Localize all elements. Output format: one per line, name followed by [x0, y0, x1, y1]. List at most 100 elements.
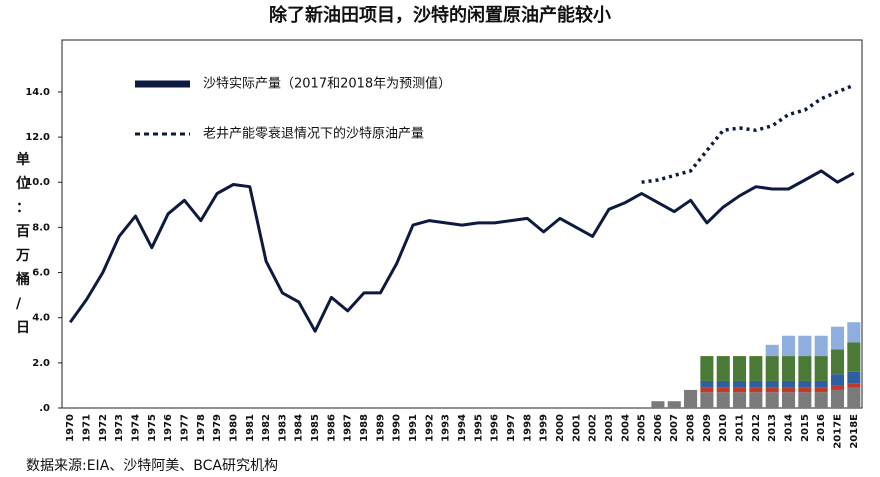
x-tick-label: 2004: [620, 414, 631, 442]
y-tick-label: 14.0: [25, 87, 50, 98]
x-tick-label: 1985: [310, 414, 321, 442]
x-tick-label: 2002: [588, 414, 599, 442]
bar-segment: [847, 383, 861, 388]
x-tick-label: 1970: [65, 414, 76, 442]
x-tick-label: 1980: [228, 414, 239, 442]
x-tick-label: 1984: [294, 414, 305, 442]
x-tick-label: 1996: [490, 414, 501, 442]
x-tick-label: 2013: [767, 414, 778, 442]
x-tick-label: 1993: [441, 414, 452, 442]
bar-segment: [700, 380, 714, 388]
bar-segment: [782, 335, 796, 357]
x-tick-label: 1987: [343, 414, 354, 442]
x-tick-label: 2011: [735, 414, 746, 442]
bar-segment: [667, 401, 681, 408]
bar-segment: [782, 356, 796, 381]
line: [641, 83, 855, 184]
legend-label: 老井产能零衰退情况下的沙特原油产量: [203, 126, 424, 142]
x-tick-label: 1990: [392, 414, 403, 442]
bar-segment: [749, 380, 763, 388]
y-tick-label: 4.0: [32, 313, 50, 324]
bar-segment: [830, 349, 845, 375]
bar-segment: [782, 380, 796, 388]
bar-segment: [716, 392, 730, 408]
bar-segment: [830, 385, 845, 390]
bar-segment: [700, 387, 714, 393]
bar-segment: [765, 356, 779, 381]
x-tick-label: 1986: [326, 414, 337, 442]
x-tick-label: 1999: [539, 414, 550, 442]
bar-segment: [847, 387, 861, 408]
y-axis-label: 单位：百万桶/日: [15, 151, 30, 336]
x-tick-label: 1991: [408, 414, 419, 442]
bar-segment: [814, 387, 828, 393]
bar-segment: [765, 387, 779, 393]
bar-segment: [830, 389, 845, 408]
bar-segment: [749, 392, 763, 408]
y-tick-label: 12.0: [25, 132, 50, 143]
x-tick-label: 1981: [245, 414, 256, 442]
x-tick-label: 1974: [130, 414, 141, 442]
x-tick-label: 1992: [424, 414, 435, 442]
bar-segment: [798, 392, 812, 408]
bar-segment: [700, 392, 714, 408]
bar-segment: [716, 380, 730, 388]
bar-segment: [798, 380, 812, 388]
x-tick-label: 1976: [163, 414, 174, 442]
y-tick-label: .0: [39, 403, 50, 414]
bar-segment: [765, 392, 779, 408]
x-tick-label: 2005: [637, 414, 648, 442]
x-tick-label: 2016: [816, 414, 827, 442]
bar-segment: [782, 392, 796, 408]
bar-segment: [749, 387, 763, 393]
x-tick-label: 1998: [522, 414, 533, 442]
bar-segment: [798, 356, 812, 381]
x-tick-label: 1977: [179, 414, 190, 442]
x-tick-label: 1989: [375, 414, 386, 442]
x-tick-label: 1978: [196, 414, 207, 442]
bar-segment: [798, 387, 812, 393]
x-tick-label: 2012: [751, 414, 762, 442]
x-tick-label: 1995: [473, 414, 484, 442]
bar-segment: [830, 326, 845, 350]
y-tick-label: 2.0: [32, 358, 50, 369]
bar-segment: [798, 335, 812, 357]
y-tick-label: 10.0: [25, 177, 50, 188]
plot-frame: [61, 39, 863, 409]
bar-segment: [733, 380, 747, 388]
x-tick-label: 1982: [261, 414, 272, 442]
bar-segment: [700, 356, 714, 381]
x-tick-label: 1973: [114, 414, 125, 442]
x-tick-label: 2015: [800, 414, 811, 442]
bar-segment: [716, 387, 730, 393]
bar-segment: [830, 374, 845, 386]
x-tick-label: 1994: [457, 414, 468, 442]
bar-segment: [765, 380, 779, 388]
bar-segment: [733, 387, 747, 393]
bar-segment: [847, 342, 861, 372]
bar-segment: [684, 389, 698, 408]
x-tick-label: 1972: [98, 414, 109, 442]
x-tick-label: 1979: [212, 414, 223, 442]
bar-segment: [814, 335, 828, 357]
bar-segment: [814, 356, 828, 381]
x-tick-label: 2000: [555, 414, 566, 442]
x-tick-label: 2001: [571, 414, 582, 442]
x-tick-label: 1997: [506, 414, 517, 442]
chart-title: 除了新油田项目，沙特的闲置原油产能较小: [269, 4, 611, 26]
bar-segment: [716, 356, 730, 381]
source: 数据来源:EIA、沙特阿美、BCA研究机构: [26, 458, 278, 474]
bar-segment: [847, 371, 861, 384]
y-tick-label: 8.0: [32, 222, 50, 233]
x-tick-label: 2018E: [849, 414, 860, 449]
x-tick-label: 1983: [277, 414, 288, 442]
x-tick-label: 2003: [604, 414, 615, 442]
bar-segment: [814, 380, 828, 388]
x-tick-label: 1975: [147, 414, 158, 442]
x-tick-label: 2010: [718, 414, 729, 442]
x-tick-label: 2017E: [833, 414, 844, 449]
x-tick-label: 2006: [653, 414, 664, 442]
bar-segment: [733, 392, 747, 408]
bar-segment: [765, 344, 779, 357]
